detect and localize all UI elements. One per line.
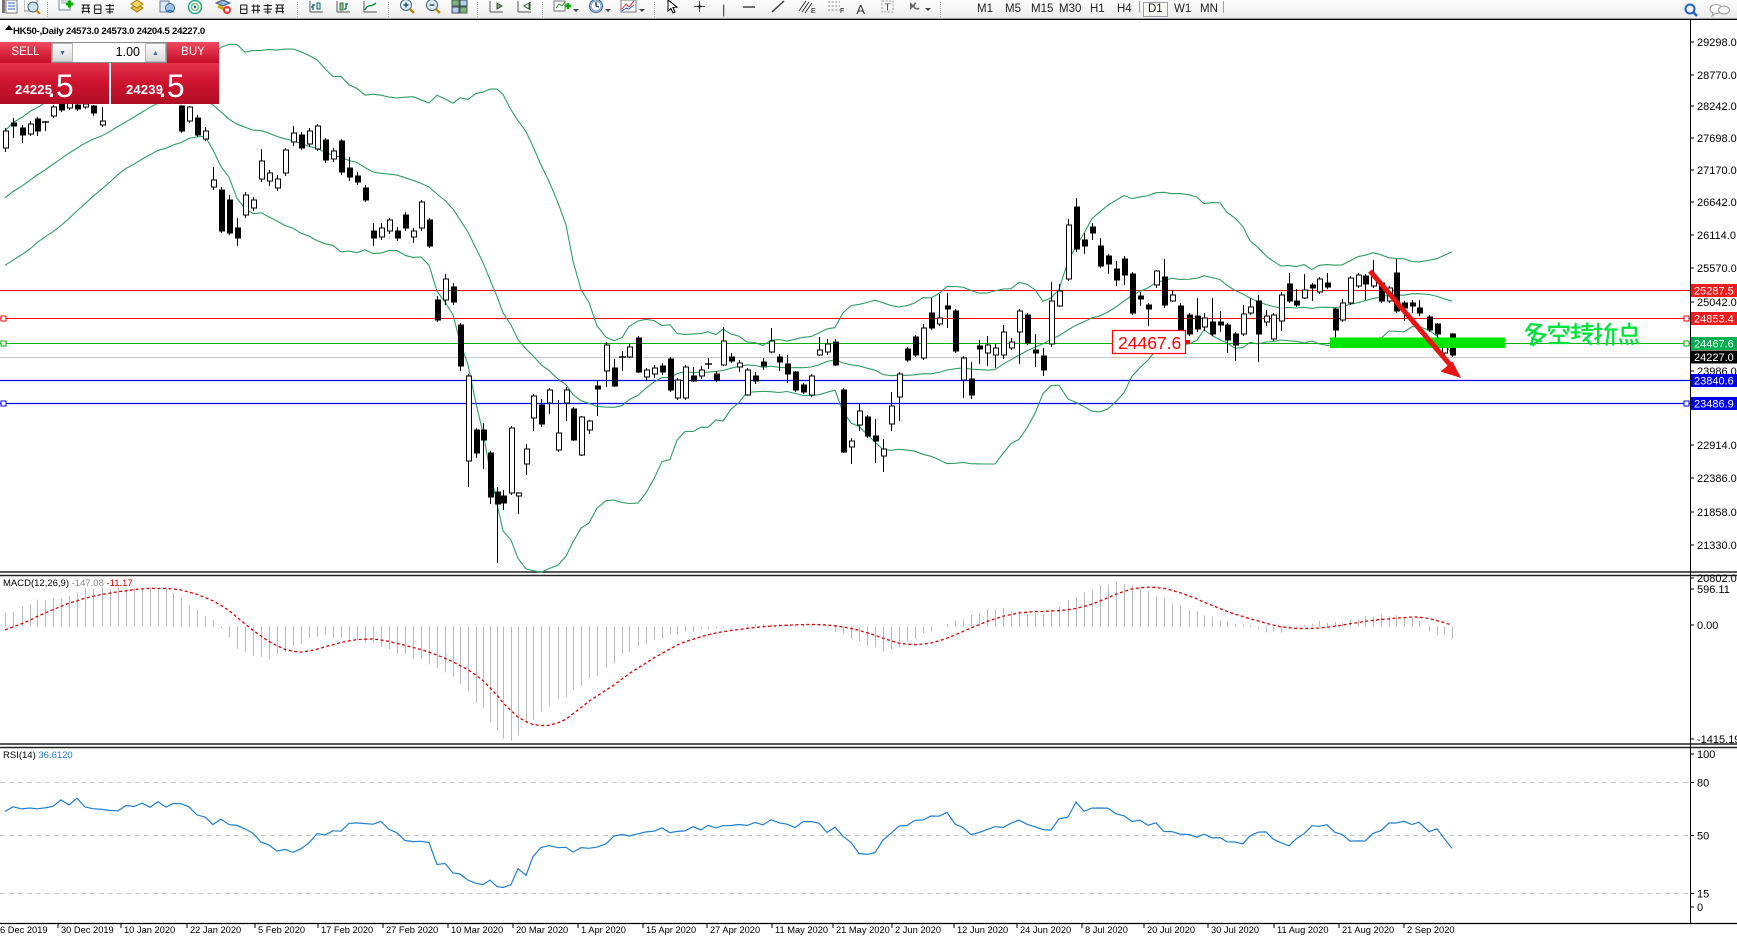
svg-text:10 Mar 2020: 10 Mar 2020 [451,925,503,935]
svg-text:21 May 2020: 21 May 2020 [836,925,890,935]
svg-text:20802.0: 20802.0 [1697,573,1737,585]
svg-text:11 May 2020: 11 May 2020 [775,925,828,935]
svg-text:12 Jun 2020: 12 Jun 2020 [957,925,1008,935]
svg-text:30 Jul 2020: 30 Jul 2020 [1211,925,1259,935]
svg-text:22386.0: 22386.0 [1697,473,1737,485]
svg-text:21 Aug 2020: 21 Aug 2020 [1342,925,1394,935]
svg-text:26114.0: 26114.0 [1697,230,1736,242]
svg-text:8 Jul 2020: 8 Jul 2020 [1085,925,1128,935]
svg-text:5 Feb 2020: 5 Feb 2020 [258,925,305,935]
svg-text:20 Mar 2020: 20 Mar 2020 [516,925,568,935]
svg-text:HK50-,Daily 24573.0 24573.0 2: HK50-,Daily 24573.0 24573.0 24204.5 2422… [13,26,205,37]
svg-text:2 Jun 2020: 2 Jun 2020 [895,925,941,935]
svg-text:27698.0: 27698.0 [1697,133,1737,145]
svg-text:2 Sep 2020: 2 Sep 2020 [1407,925,1455,935]
svg-text:24467.6: 24467.6 [1694,339,1734,351]
svg-text:T: T [885,2,891,13]
svg-text:25287.5: 25287.5 [1694,286,1734,298]
svg-text:0.00: 0.00 [1697,620,1718,632]
svg-text:100: 100 [1697,749,1715,761]
svg-text:0: 0 [1697,902,1703,914]
svg-text:27 Feb 2020: 27 Feb 2020 [386,925,438,935]
svg-text:28770.0: 28770.0 [1697,70,1737,82]
svg-text:15: 15 [1697,889,1709,901]
svg-text:80: 80 [1697,778,1709,790]
svg-text:24853.4: 24853.4 [1694,314,1734,326]
svg-text:17 Feb 2020: 17 Feb 2020 [321,925,373,935]
svg-text:596.11: 596.11 [1697,584,1730,596]
svg-text:23840.6: 23840.6 [1694,376,1734,388]
svg-text:-1415.19: -1415.19 [1697,734,1737,746]
svg-text:24 Jun 2020: 24 Jun 2020 [1020,925,1071,935]
svg-text:20 Jul 2020: 20 Jul 2020 [1147,925,1195,935]
svg-text:29298.0: 29298.0 [1697,37,1737,49]
svg-text:30 Dec 2019: 30 Dec 2019 [61,925,114,935]
svg-text:21330.0: 21330.0 [1697,540,1737,552]
svg-text:25570.0: 25570.0 [1697,263,1737,275]
svg-text:50: 50 [1697,831,1709,843]
svg-text:27170.0: 27170.0 [1697,165,1737,177]
svg-text:28242.0: 28242.0 [1697,101,1737,113]
svg-text:RSI(14) 36.6120: RSI(14) 36.6120 [3,750,73,761]
svg-text:11 Aug 2020: 11 Aug 2020 [1277,925,1329,935]
svg-text:22914.0: 22914.0 [1697,440,1737,452]
svg-text:10 Jan 2020: 10 Jan 2020 [124,925,175,935]
svg-text:27 Apr 2020: 27 Apr 2020 [710,925,760,935]
svg-text:MACD(12,26,9) -147.08 -11.17: MACD(12,26,9) -147.08 -11.17 [3,578,133,589]
svg-text:6 Dec 2019: 6 Dec 2019 [0,925,48,935]
svg-text:23486.9: 23486.9 [1694,399,1734,411]
svg-text:E: E [811,8,816,14]
svg-text:21858.0: 21858.0 [1697,507,1737,519]
svg-text:15 Apr 2020: 15 Apr 2020 [646,925,696,935]
svg-text:25042.0: 25042.0 [1697,297,1737,309]
svg-text:F: F [840,8,844,14]
svg-text:24227.0: 24227.0 [1694,352,1734,364]
svg-text:22 Jan 2020: 22 Jan 2020 [190,925,241,935]
svg-text:1 Apr 2020: 1 Apr 2020 [581,925,626,935]
svg-text:26642.0: 26642.0 [1697,197,1737,209]
svg-text:24467.6: 24467.6 [1118,333,1181,353]
